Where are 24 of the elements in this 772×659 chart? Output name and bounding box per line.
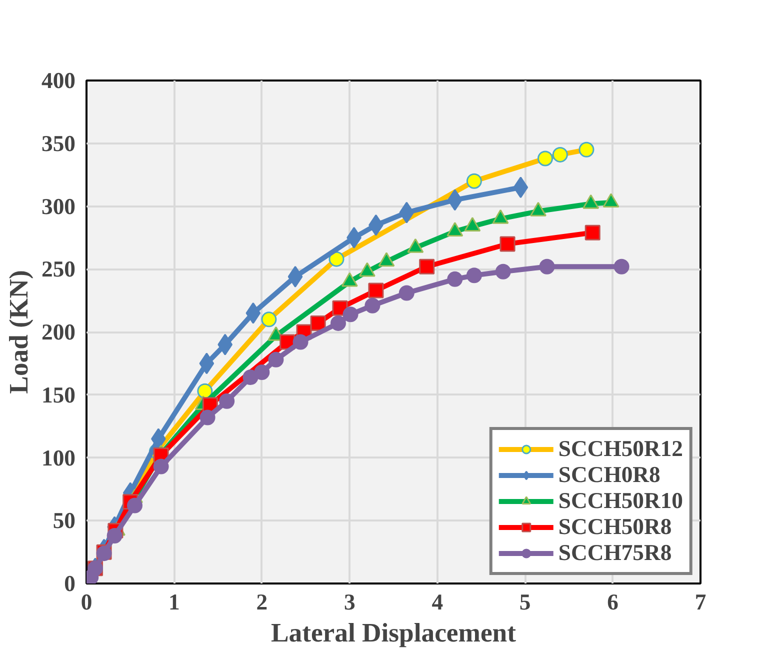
y-tick-label: 0 <box>64 571 76 596</box>
y-tick-label: 400 <box>42 68 76 93</box>
y-tick-label: 100 <box>42 445 76 470</box>
x-tick-label: 2 <box>256 590 268 614</box>
y-tick-label: 300 <box>42 194 76 219</box>
y-tick-label: 150 <box>42 382 76 408</box>
x-tick-label: 6 <box>607 590 618 614</box>
x-tick-label: 5 <box>519 590 531 614</box>
legend-label: SCCH50R8 <box>558 514 672 540</box>
y-tick-label: 350 <box>42 130 76 156</box>
x-tick-label: 7 <box>694 590 706 614</box>
legend-label: SCCH0R8 <box>558 462 660 488</box>
legend-label: SCCH50R10 <box>558 488 683 514</box>
x-axis-title: Lateral Displacement <box>270 618 516 648</box>
y-tick-label: 50 <box>52 508 76 534</box>
x-tick-label: 4 <box>432 590 444 614</box>
legend-label: SCCH75R8 <box>558 540 672 566</box>
y-axis-title: Load (KN) <box>4 270 34 394</box>
x-tick-label: 3 <box>344 590 356 614</box>
x-tick-label: 1 <box>168 590 180 614</box>
x-tick-label: 0 <box>80 590 92 614</box>
legend-label: SCCH50R12 <box>558 436 683 462</box>
y-tick-label: 200 <box>42 320 76 344</box>
y-tick-label: 250 <box>42 256 76 282</box>
